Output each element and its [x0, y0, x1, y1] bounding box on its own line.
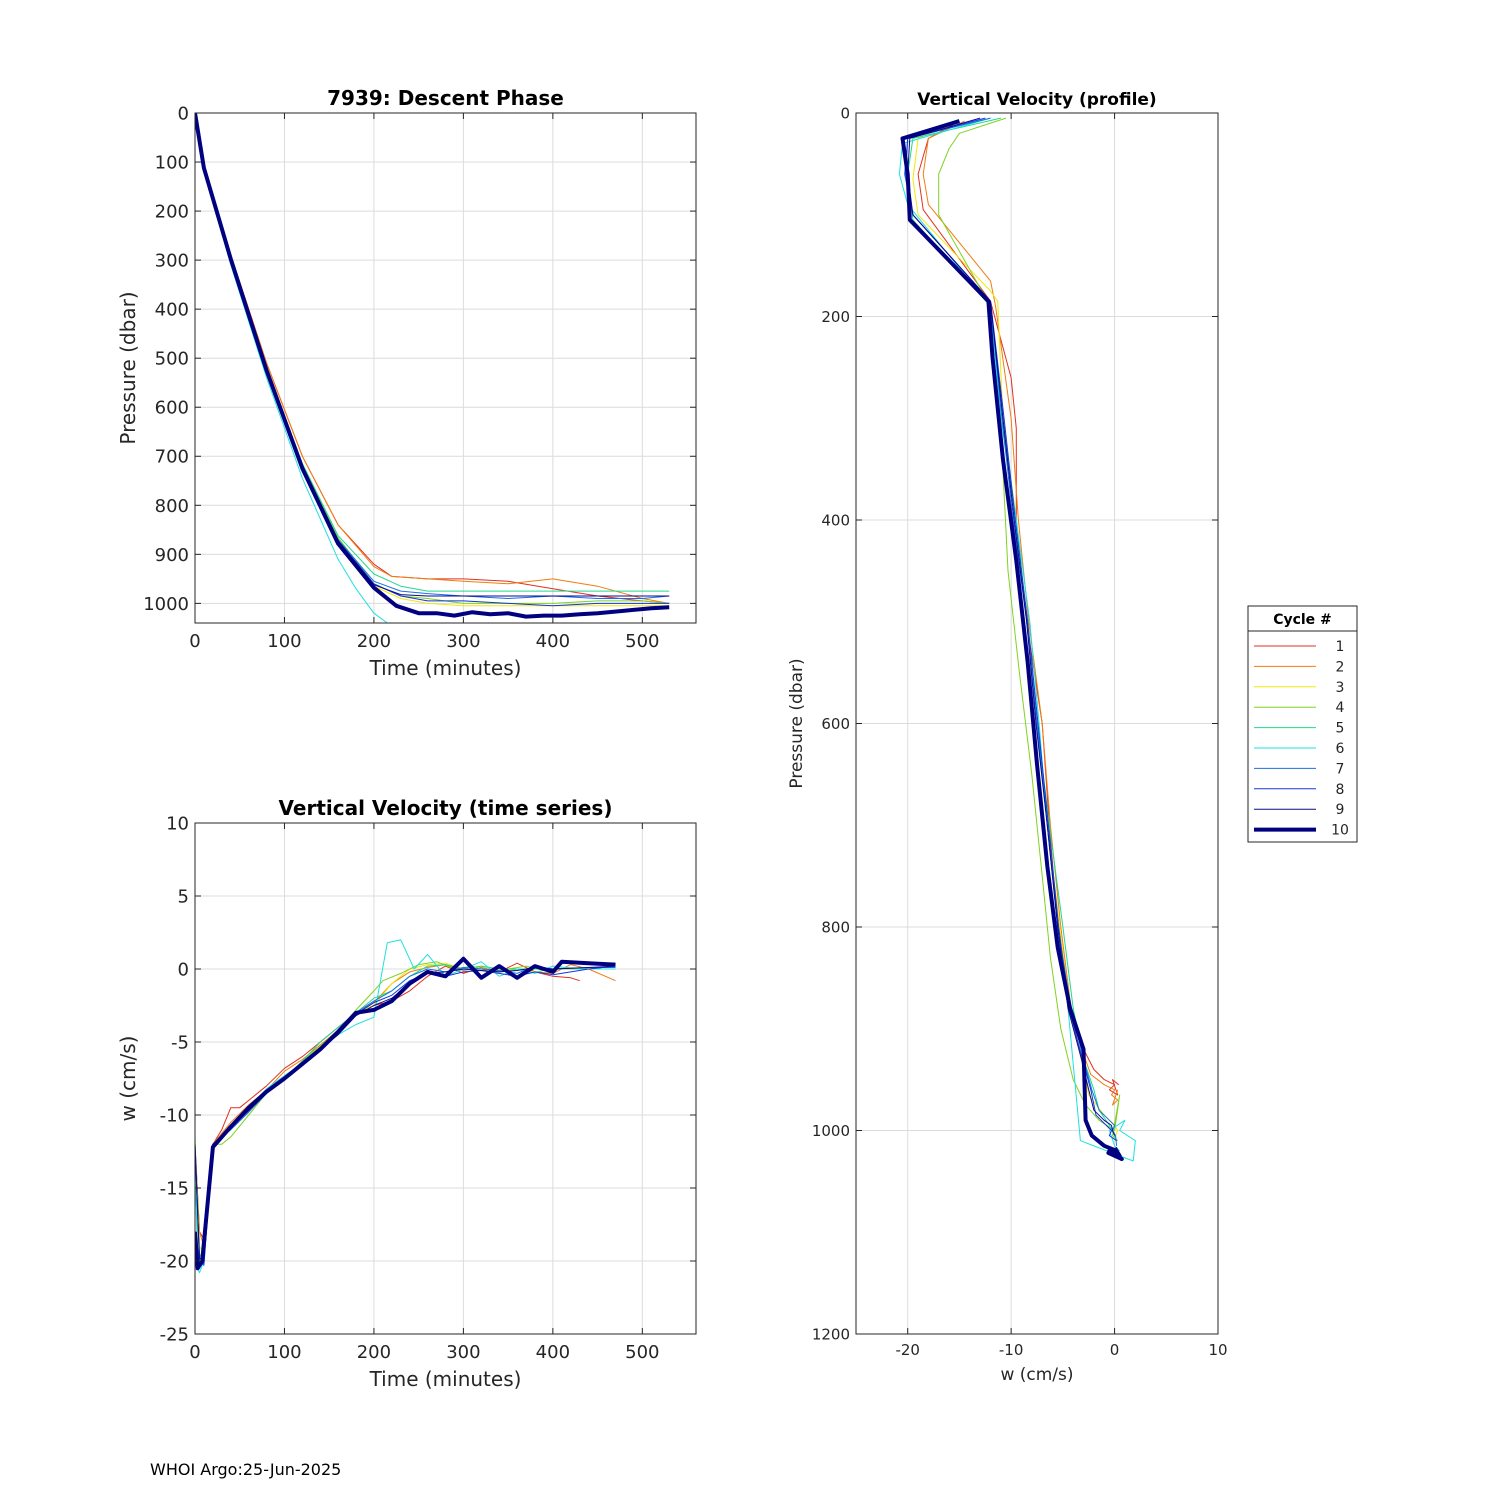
y-tick-label: 10 — [166, 813, 189, 834]
y-tick-label: 800 — [821, 918, 850, 936]
legend-title: Cycle # — [1273, 612, 1332, 628]
legend-label-cycle-6: 6 — [1336, 741, 1345, 757]
legend-label-cycle-2: 2 — [1336, 659, 1345, 675]
y-tick-label: 0 — [840, 104, 850, 122]
y-tick-label: 200 — [155, 202, 189, 223]
legend-label-cycle-1: 1 — [1336, 639, 1345, 655]
x-axis-label: Time (minutes) — [369, 656, 522, 680]
y-tick-label: 1000 — [143, 594, 189, 615]
x-tick-label: 100 — [267, 1342, 301, 1363]
legend-label-cycle-7: 7 — [1336, 761, 1345, 777]
y-tick-label: 1000 — [812, 1122, 850, 1140]
series-line-cycle-10 — [900, 119, 1124, 1161]
x-axis-label: Time (minutes) — [369, 1367, 522, 1391]
legend-label-cycle-5: 5 — [1336, 721, 1345, 737]
y-tick-label: 800 — [155, 496, 189, 517]
y-tick-label: 0 — [178, 959, 189, 980]
x-axis-label: w (cm/s) — [1000, 1365, 1073, 1385]
y-tick-label: -20 — [160, 1251, 189, 1272]
y-tick-label: 5 — [178, 886, 189, 907]
chart-title: 7939: Descent Phase — [327, 86, 564, 110]
series-group — [195, 113, 670, 623]
x-tick-label: 400 — [536, 631, 570, 652]
chart-ts: 0 100 200 300 400 500 -25 -20 -15 -10 -5 0 5 10 Vertic… — [116, 796, 697, 1391]
series-group — [898, 117, 1136, 1162]
x-tick-label: 500 — [625, 1342, 659, 1363]
series-line-cycle-10 — [195, 113, 670, 619]
y-axis-label: Pressure (dbar) — [116, 291, 140, 444]
y-tick-label: 300 — [155, 251, 189, 272]
legend: Cycle #1 2 3 4 5 6 7 8 9 10 — [1247, 605, 1358, 843]
x-tick-label: -10 — [999, 1341, 1024, 1359]
y-axis-label: w (cm/s) — [116, 1036, 140, 1122]
x-tick-label: 0 — [189, 631, 200, 652]
series-line-cycle-4 — [938, 117, 1121, 1142]
y-tick-label: 600 — [821, 715, 850, 733]
legend-label-cycle-8: 8 — [1336, 782, 1345, 798]
y-tick-label: -25 — [160, 1324, 189, 1345]
series-line-cycle-10 — [195, 956, 616, 1271]
x-tick-label: 10 — [1208, 1341, 1227, 1359]
legend-box — [1247, 605, 1358, 843]
x-tick-label: 300 — [446, 631, 480, 652]
series-line-cycle-4 — [195, 961, 616, 1262]
y-tick-label: 400 — [155, 300, 189, 321]
x-tick-label: 100 — [267, 631, 301, 652]
x-tick-label: 500 — [625, 631, 659, 652]
y-tick-label: -15 — [160, 1178, 189, 1199]
series-line-cycle-2 — [922, 120, 1119, 1106]
y-tick-label: 700 — [155, 447, 189, 468]
y-tick-label: 100 — [155, 153, 189, 174]
x-tick-label: -20 — [895, 1341, 920, 1359]
legend-label-cycle-10: 10 — [1331, 823, 1349, 839]
y-axis-label: Pressure (dbar) — [787, 658, 807, 788]
axes-frame — [194, 112, 697, 624]
series-group — [195, 939, 616, 1274]
y-tick-label: 200 — [821, 308, 850, 326]
y-tick-label: 600 — [155, 398, 189, 419]
chart-descent: 0 100 200 300 400 500 0 100 200 300 400 500 600 700 80… — [116, 86, 697, 680]
x-tick-label: 200 — [357, 631, 391, 652]
plot-area — [195, 113, 696, 623]
chart-title: Vertical Velocity (profile) — [917, 90, 1156, 110]
x-tick-label: 400 — [536, 1342, 570, 1363]
chart-title: Vertical Velocity (time series) — [279, 796, 613, 820]
x-tick-label: 0 — [1110, 1341, 1120, 1359]
axes-frame — [194, 822, 697, 1335]
legend-label-cycle-9: 9 — [1336, 802, 1345, 818]
y-tick-label: 900 — [155, 545, 189, 566]
legend-label-cycle-4: 4 — [1336, 700, 1345, 716]
x-tick-label: 300 — [446, 1342, 480, 1363]
y-tick-label: 500 — [155, 349, 189, 370]
series-line-cycle-9 — [907, 117, 1116, 1136]
x-tick-label: 0 — [189, 1342, 200, 1363]
plot-area — [195, 823, 696, 1334]
y-tick-label: -5 — [171, 1032, 189, 1053]
y-tick-label: 0 — [178, 103, 189, 124]
footer-stamp: WHOI Argo:25-Jun-2025 — [150, 1460, 342, 1479]
x-tick-label: 200 — [357, 1342, 391, 1363]
legend-label-cycle-3: 3 — [1336, 680, 1345, 696]
y-tick-label: -10 — [160, 1105, 189, 1126]
y-tick-label: 1200 — [812, 1325, 850, 1343]
y-tick-label: 400 — [821, 511, 850, 529]
